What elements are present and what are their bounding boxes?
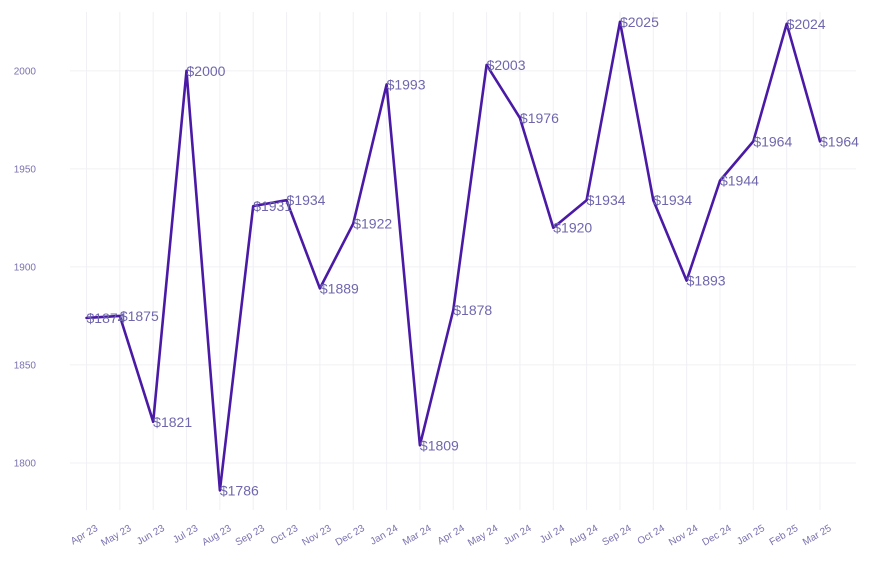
data-label: $1976 xyxy=(520,110,559,126)
x-tick-label: Nov 24 xyxy=(667,523,700,549)
x-tick-label: Apr 23 xyxy=(69,523,100,547)
data-label: $1821 xyxy=(153,414,192,430)
y-tick-label: 1800 xyxy=(14,458,37,469)
data-label: $2025 xyxy=(620,14,659,30)
data-label: $1786 xyxy=(220,482,259,498)
x-tick-label: Aug 23 xyxy=(200,523,233,549)
data-label: $1874 xyxy=(87,310,126,326)
x-tick-label: May 24 xyxy=(466,523,500,549)
data-label: $1964 xyxy=(820,133,859,149)
x-tick-label: Jan 24 xyxy=(369,523,401,548)
x-tick-label: Sep 24 xyxy=(600,523,633,549)
data-label: $2000 xyxy=(187,63,226,79)
y-axis-ticks: 1800 1850 1900 1950 2000 xyxy=(14,66,37,469)
data-label: $1993 xyxy=(387,77,426,93)
grid-lines xyxy=(70,12,856,510)
x-tick-label: Mar 25 xyxy=(801,523,834,548)
data-label: $1922 xyxy=(353,216,392,232)
x-tick-label: Oct 24 xyxy=(636,523,667,547)
data-label: $1934 xyxy=(587,192,626,208)
x-tick-label: Oct 23 xyxy=(269,523,300,547)
data-label: $1920 xyxy=(553,220,592,236)
y-tick-label: 1950 xyxy=(14,164,37,175)
x-tick-label: Dec 24 xyxy=(701,523,734,549)
data-label: $1964 xyxy=(753,133,792,149)
x-tick-label: Feb 25 xyxy=(768,523,801,548)
data-label: $2003 xyxy=(487,57,526,73)
x-tick-label: Jul 24 xyxy=(538,523,567,546)
series-line-group xyxy=(85,20,822,492)
x-axis-ticks: Apr 23 May 23 Jun 23 Jul 23 Aug 23 Sep 23 Oct … xyxy=(69,523,834,549)
data-label: $1934 xyxy=(653,192,692,208)
series-line xyxy=(85,20,822,492)
data-label: $1809 xyxy=(420,437,459,453)
data-label: $1875 xyxy=(120,308,159,324)
x-tick-label: Apr 24 xyxy=(436,523,467,547)
data-label: $1944 xyxy=(720,173,759,189)
x-tick-label: Mar 24 xyxy=(401,523,434,548)
x-tick-label: May 23 xyxy=(99,523,133,549)
x-tick-label: Dec 23 xyxy=(334,523,367,549)
data-label: $2024 xyxy=(787,16,826,32)
data-labels: $1874$1875$1821$2000$1786$1931$1934$1889… xyxy=(87,14,860,499)
y-tick-label: 1850 xyxy=(14,360,37,371)
x-tick-label: Jan 25 xyxy=(735,523,767,548)
data-label: $1931 xyxy=(253,198,292,214)
x-tick-label: Jun 23 xyxy=(135,523,167,548)
data-label: $1878 xyxy=(453,302,492,318)
data-label: $1889 xyxy=(320,280,359,296)
data-label: $1934 xyxy=(287,192,326,208)
y-tick-label: 1900 xyxy=(14,262,37,273)
data-label: $1893 xyxy=(687,273,726,289)
y-tick-label: 2000 xyxy=(14,66,37,77)
x-tick-label: Aug 24 xyxy=(567,523,600,549)
x-tick-label: Nov 23 xyxy=(300,523,333,549)
x-tick-label: Sep 23 xyxy=(234,523,267,549)
x-tick-label: Jul 23 xyxy=(171,523,200,546)
x-tick-label: Jun 24 xyxy=(502,523,534,548)
